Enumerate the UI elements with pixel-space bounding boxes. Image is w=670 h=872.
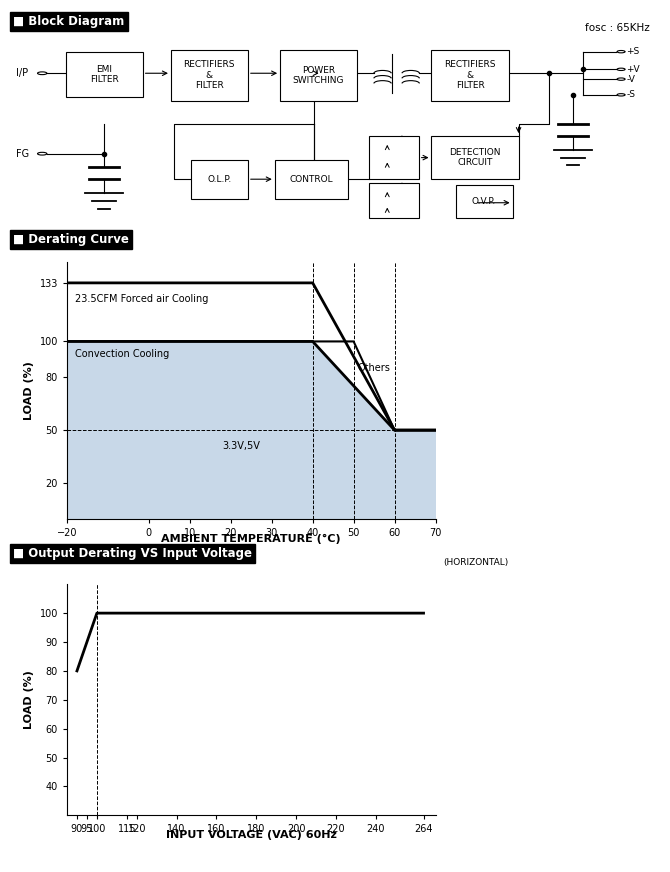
FancyBboxPatch shape xyxy=(280,50,357,101)
Text: FG: FG xyxy=(16,149,29,159)
Y-axis label: LOAD (%): LOAD (%) xyxy=(24,671,34,729)
Text: -V: -V xyxy=(626,75,635,84)
FancyBboxPatch shape xyxy=(66,51,143,97)
FancyBboxPatch shape xyxy=(456,185,513,219)
Text: O.V.P.: O.V.P. xyxy=(472,197,496,207)
Text: fosc : 65KHz: fosc : 65KHz xyxy=(585,23,650,33)
Text: I/P: I/P xyxy=(16,68,28,78)
Text: +S: +S xyxy=(626,47,640,56)
Text: POWER
SWITCHING: POWER SWITCHING xyxy=(293,65,344,85)
FancyBboxPatch shape xyxy=(191,160,248,199)
Y-axis label: LOAD (%): LOAD (%) xyxy=(24,361,34,419)
Text: +V: +V xyxy=(626,65,640,74)
Polygon shape xyxy=(67,342,436,519)
Text: 23.5CFM Forced air Cooling: 23.5CFM Forced air Cooling xyxy=(75,294,208,303)
Text: Others: Others xyxy=(358,363,391,373)
Text: EMI
FILTER: EMI FILTER xyxy=(90,65,119,84)
Text: O.L.P.: O.L.P. xyxy=(207,174,232,184)
Text: RECTIFIERS
&
FILTER: RECTIFIERS & FILTER xyxy=(444,60,496,90)
Text: ■ Output Derating VS Input Voltage: ■ Output Derating VS Input Voltage xyxy=(13,548,253,560)
FancyBboxPatch shape xyxy=(369,183,419,219)
FancyBboxPatch shape xyxy=(431,50,509,101)
Text: CONTROL: CONTROL xyxy=(289,174,334,184)
Text: ■ Block Diagram: ■ Block Diagram xyxy=(13,16,125,28)
FancyBboxPatch shape xyxy=(431,136,519,180)
Text: 3.3V,5V: 3.3V,5V xyxy=(222,440,261,451)
FancyBboxPatch shape xyxy=(369,136,419,180)
Text: -S: -S xyxy=(626,91,635,99)
Text: RECTIFIERS
&
FILTER: RECTIFIERS & FILTER xyxy=(184,60,235,90)
FancyBboxPatch shape xyxy=(275,160,348,199)
Text: AMBIENT TEMPERATURE (°C): AMBIENT TEMPERATURE (°C) xyxy=(161,534,341,544)
FancyBboxPatch shape xyxy=(171,50,248,101)
Text: ■ Derating Curve: ■ Derating Curve xyxy=(13,234,129,246)
Text: INPUT VOLTAGE (VAC) 60Hz: INPUT VOLTAGE (VAC) 60Hz xyxy=(165,830,337,840)
Text: Convection Cooling: Convection Cooling xyxy=(75,349,170,358)
Text: (HORIZONTAL): (HORIZONTAL) xyxy=(444,558,509,567)
Text: DETECTION
CIRCUIT: DETECTION CIRCUIT xyxy=(450,148,500,167)
